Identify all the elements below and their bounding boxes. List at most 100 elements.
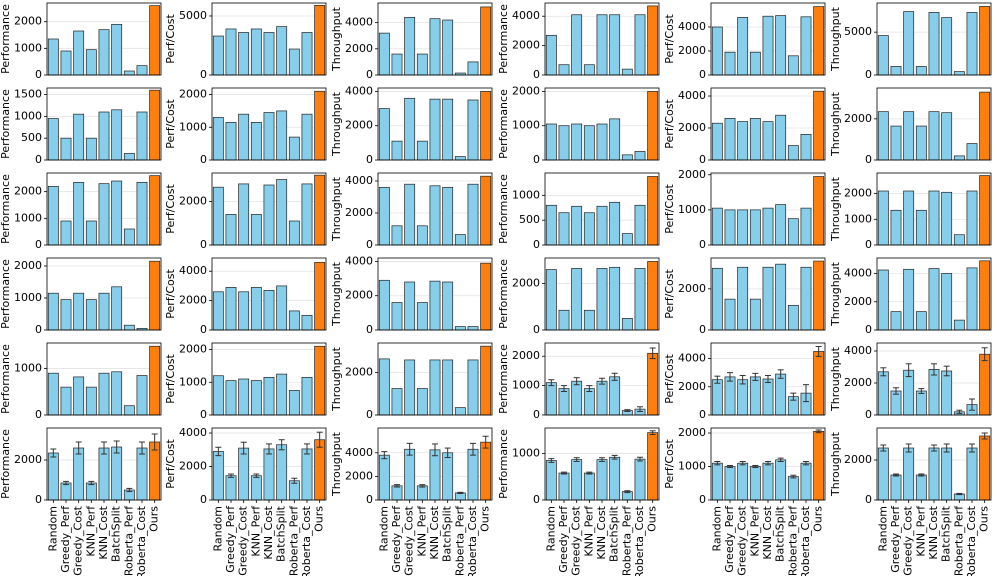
error-bar (548, 458, 555, 463)
bar (787, 304, 799, 331)
bar (953, 319, 965, 331)
bar (647, 5, 659, 76)
x-tick-label: Greedy_Cost (736, 505, 749, 575)
bar (212, 451, 224, 501)
bar (711, 122, 723, 161)
error-bar (649, 347, 656, 360)
bar (276, 179, 288, 246)
bar (749, 298, 761, 331)
y-tick-label: 0 (35, 408, 42, 421)
error-bar (777, 457, 784, 462)
bar (263, 289, 275, 331)
bar (314, 345, 326, 416)
bar (212, 291, 224, 331)
error-bar (956, 409, 963, 414)
bar (416, 485, 428, 501)
y-axis-label: Throughput (829, 176, 842, 242)
x-tick-label: Greedy_Cost (72, 505, 85, 575)
y-tick-label: 1000 (678, 460, 706, 473)
y-tick-label: 2000 (844, 453, 872, 466)
plot-frame (46, 257, 162, 331)
bar (288, 310, 300, 331)
x-tick-label: KNN_Cost (595, 505, 608, 559)
y-tick-label: 0 (366, 238, 373, 251)
bar (111, 371, 123, 416)
bar (429, 18, 441, 76)
error-bar (573, 377, 580, 386)
y-tick-label: 0 (533, 323, 540, 336)
error-bar (611, 454, 618, 460)
bar (609, 118, 621, 161)
x-tick-label: KNN_Perf (249, 505, 262, 557)
y-tick-label: 0 (366, 68, 373, 81)
x-tick-label: Ours (978, 506, 991, 532)
y-axis-label: Throughput (330, 6, 343, 72)
y-axis-label: Perf/Cost (663, 99, 676, 149)
y-tick-label: 0 (200, 153, 207, 166)
bar (111, 446, 123, 501)
y-tick-label: 2000 (678, 168, 706, 181)
bar (621, 68, 633, 76)
y-tick-label: 5000 (844, 25, 872, 38)
x-tick-label: Greedy_Cost (570, 505, 583, 575)
bar (250, 287, 262, 331)
bar (749, 466, 761, 501)
bar (877, 269, 889, 331)
bar (571, 268, 583, 331)
bar (123, 70, 135, 76)
bar (545, 34, 557, 76)
bar (941, 273, 953, 331)
bar (391, 302, 403, 331)
bar (263, 32, 275, 76)
y-tick-label: 0 (533, 68, 540, 81)
bar (915, 390, 927, 416)
bar (85, 299, 97, 331)
bar (276, 285, 288, 331)
bar (979, 353, 991, 416)
y-tick-label: 4000 (678, 352, 706, 365)
bar (711, 207, 723, 246)
error-bar (739, 374, 746, 385)
bar (149, 345, 161, 416)
x-tick-label: Roberta_Cost (466, 505, 479, 576)
error-bar (215, 446, 222, 457)
bar (813, 90, 825, 161)
error-bar (228, 473, 234, 478)
error-bar (457, 491, 464, 495)
error-bar (752, 465, 759, 469)
bar (136, 65, 148, 76)
bar (890, 125, 902, 161)
bar (391, 53, 403, 76)
bar (596, 14, 608, 76)
bar (225, 475, 237, 501)
bar (737, 462, 749, 501)
bar (966, 267, 978, 331)
plot-frame (544, 2, 660, 76)
x-tick-label: Roberta_Cost (633, 505, 646, 576)
x-tick-label: KNN_Cost (761, 505, 774, 559)
bar (928, 12, 940, 76)
y-axis-label: Throughput (330, 261, 343, 327)
bar (98, 183, 110, 246)
bar (634, 151, 646, 161)
bar (621, 318, 633, 331)
bar (813, 260, 825, 331)
x-tick-label: Random (377, 506, 390, 552)
bar (647, 261, 659, 331)
error-bar (893, 387, 899, 395)
y-tick-label: 2000 (678, 121, 706, 134)
bar (890, 66, 902, 76)
bar (429, 449, 441, 501)
bar (890, 209, 902, 246)
error-bar (727, 465, 733, 469)
y-axis-label: Throughput (829, 91, 842, 157)
y-tick-label: 2000 (14, 185, 42, 198)
bar (276, 373, 288, 416)
y-tick-label: 2000 (179, 343, 207, 356)
plot-frame (377, 342, 493, 416)
